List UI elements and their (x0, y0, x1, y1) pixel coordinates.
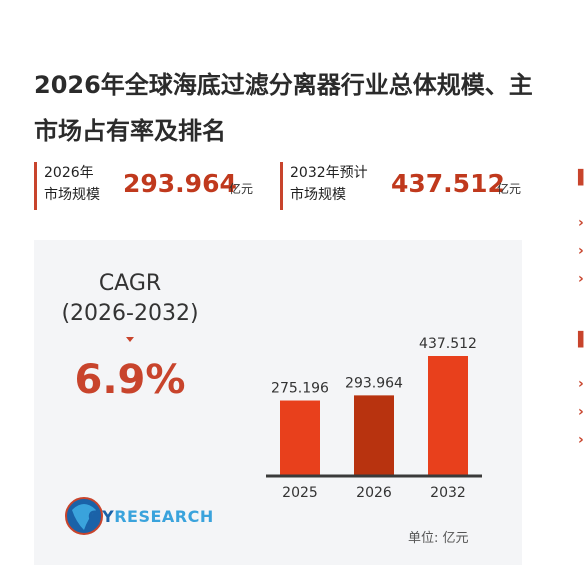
bullet-marker-icon: ▌ (578, 170, 586, 186)
qyresearch-logo (65, 497, 103, 535)
unit-note: 单位: 亿元 (408, 531, 469, 546)
bar-2026 (354, 395, 394, 476)
right-column-cutoff: ▌ › › › ▌ › › › (572, 160, 586, 460)
x-tick-label-2032: 2032 (430, 485, 466, 501)
page-title: 2026年全球海底过滤分离器行业总体规模、主 市场占有率及排名 (34, 62, 586, 154)
stat-label: 2032年预计 市场规模 (290, 165, 368, 203)
x-tick-label-2025: 2025 (282, 485, 318, 501)
chevron-right-icon: › (578, 215, 584, 231)
bar-2025 (280, 400, 320, 476)
chevron-right-icon: › (578, 243, 584, 259)
data-label-2025: 275.196 (271, 381, 329, 397)
market-size-2026-stat: 2026年 市场规模 293.964 亿元 (34, 162, 267, 210)
stat-unit: 亿元 (497, 182, 522, 196)
chevron-right-icon: › (578, 432, 584, 448)
chevron-right-icon: › (578, 376, 584, 392)
title-line-1: 2026年全球海底过滤分离器行业总体规模、主 (34, 71, 533, 99)
triangle-down-icon (126, 337, 134, 342)
cagr-label: CAGR (98, 271, 162, 296)
market-size-2032-stat: 2032年预计 市场规模 437.512 亿元 (280, 162, 543, 210)
x-tick-label-2026: 2026 (356, 485, 392, 501)
chevron-right-icon: › (578, 404, 584, 420)
bar-2032 (428, 356, 468, 476)
logo-text: QYRESEARCH (88, 507, 214, 526)
data-label-2026: 293.964 (345, 375, 403, 391)
cagr-period: (2026-2032) (61, 301, 199, 326)
bullet-marker-icon: ▌ (578, 332, 586, 348)
stat-value: 437.512 (391, 169, 505, 198)
stat-value: 293.964 (123, 169, 237, 198)
stat-unit: 亿元 (229, 182, 254, 196)
chevron-right-icon: › (578, 271, 584, 287)
stat-label: 2026年 市场规模 (44, 165, 100, 203)
title-line-2: 市场占有率及排名 (34, 117, 226, 145)
cagr-value: 6.9% (74, 357, 186, 403)
data-label-2032: 437.512 (419, 336, 477, 352)
